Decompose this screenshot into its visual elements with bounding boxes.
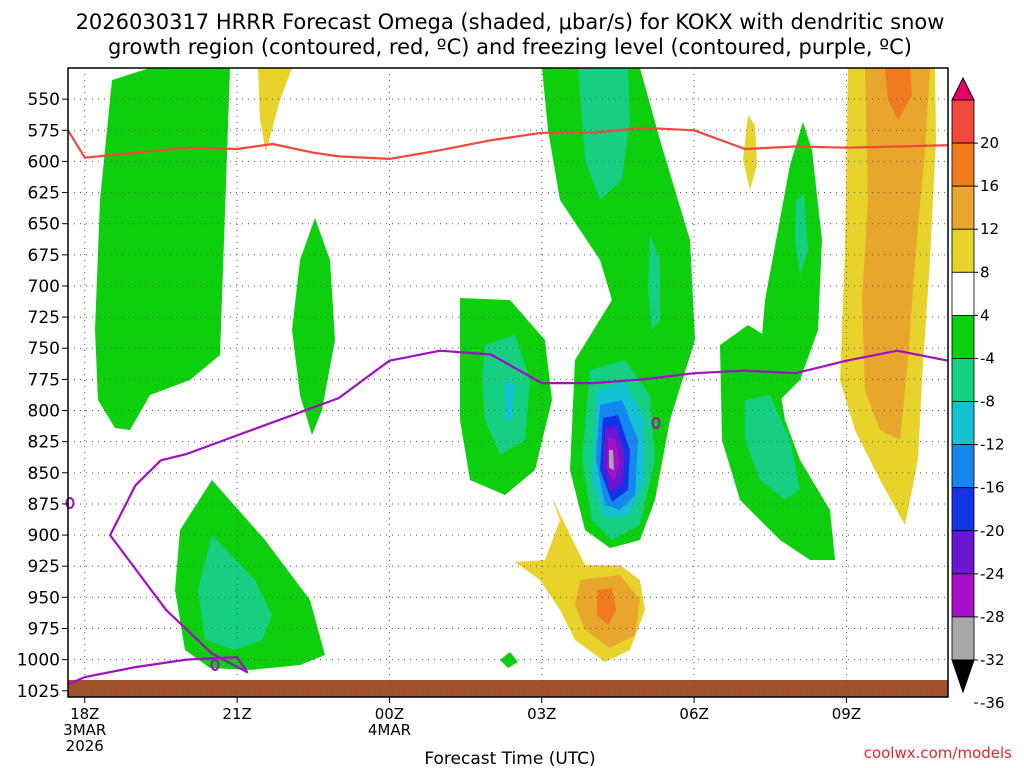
y-tick-label: 950 [28, 588, 60, 608]
y-tick-label: 750 [28, 339, 60, 359]
omega-region [862, 68, 930, 440]
ground-band [68, 680, 948, 697]
x-tick-label: 06Z [679, 705, 708, 723]
colorbar-label: -28 [980, 608, 1005, 626]
y-tick-label: 550 [28, 90, 60, 110]
colorbar-label: -8 [980, 393, 995, 411]
omega-region [95, 68, 230, 430]
colorbar-segment [951, 444, 975, 489]
x-tick-label: 21Z [222, 705, 251, 723]
colorbar-segment [951, 314, 975, 359]
colorbar-segment [951, 573, 975, 618]
colorbar-segment [951, 99, 975, 144]
y-tick-label: 575 [28, 121, 60, 141]
colorbar-label: -20 [980, 522, 1005, 540]
colorbar-segment [951, 530, 975, 575]
colorbar-segment [951, 487, 975, 532]
colorbar-label: -12 [980, 436, 1005, 454]
colorbar-label: 8 [980, 263, 990, 281]
x-tick-label: 18Z [70, 705, 99, 723]
y-tick-label: 725 [28, 308, 60, 328]
y-tick-label: 925 [28, 557, 60, 577]
colorbar-label: -36 [980, 694, 1005, 712]
x-tick-label: 03Z [527, 705, 556, 723]
contour-lines [65, 126, 949, 686]
omega-region [198, 535, 272, 650]
colorbar-label: -4 [980, 349, 995, 367]
omega-region [648, 235, 660, 330]
colorbar-segment [951, 401, 975, 446]
colorbar-label: -24 [980, 565, 1005, 583]
omega-region [607, 438, 620, 480]
omega-region [505, 380, 515, 420]
y-tick-label: 625 [28, 184, 60, 204]
colorbar-segment [951, 142, 975, 187]
omega-region [597, 588, 616, 625]
freezing-level-contour-marker [651, 417, 661, 429]
colorbar-label: 12 [980, 220, 999, 238]
freezing-level-contour-line [67, 349, 949, 686]
omega-region [743, 115, 757, 190]
omega-region [258, 68, 292, 152]
y-tick-label: 850 [28, 464, 60, 484]
omega-region [578, 68, 630, 200]
y-tick-label: 1025 [17, 682, 60, 702]
plot-frame [67, 67, 949, 698]
x-axis-label: Forecast Time (UTC) [424, 749, 595, 768]
colorbar-label: -16 [980, 479, 1005, 497]
colorbar-segment [951, 228, 975, 273]
omega-region [885, 68, 912, 120]
credit-text: coolwx.com/models [864, 744, 1012, 762]
colorbar-bottom-arrow [951, 659, 975, 694]
y-tick-label: 975 [28, 619, 60, 639]
freezing-level-contour-marker [210, 659, 220, 671]
y-tick-label: 700 [28, 277, 60, 297]
y-tick-label: 900 [28, 526, 60, 546]
y-tick-label: 600 [28, 152, 60, 172]
colorbar-segment [951, 185, 975, 230]
x-tick-label: 09Z [832, 705, 861, 723]
x-tick-label: 00Z [375, 705, 404, 723]
omega-region [500, 652, 518, 668]
y-tick-label: 800 [28, 402, 60, 422]
colorbar-label: 4 [980, 306, 990, 324]
colorbar-label: 16 [980, 177, 999, 195]
y-tick-label: 1000 [17, 651, 60, 671]
chart-title-line-2: growth region (contoured, red, ºC) and f… [108, 35, 912, 59]
freezing-level-contour-marker [65, 497, 75, 509]
x-tick-year: 2026 [66, 737, 104, 755]
y-tick-label: 675 [28, 246, 60, 266]
colorbar-segment [951, 358, 975, 402]
plot-area [65, 67, 949, 698]
omega-region [745, 395, 800, 500]
colorbar: 20 16 12 8 4 -4 -8 -12 -16 -20 -24 -28 -32 -36 [951, 76, 1005, 712]
colorbar-top-arrow [951, 76, 975, 101]
colorbar-segment [951, 616, 975, 661]
y-tick-label: 650 [28, 215, 60, 235]
colorbar-label: 20 [980, 134, 999, 152]
omega-region [760, 122, 822, 400]
x-tick-date: 4MAR [368, 721, 411, 739]
dgz-contour-line [67, 126, 949, 160]
omega-region [795, 195, 808, 275]
y-tick-label: 775 [28, 370, 60, 390]
omega-region [292, 218, 335, 435]
x-tick-date: 3MAR [63, 721, 106, 739]
y-axis: 550 575 600 625 650 675 700 725 750 775 800 825 850 8… [17, 90, 68, 702]
y-tick-label: 825 [28, 433, 60, 453]
y-tick-label: 875 [28, 495, 60, 515]
omega-shading [68, 68, 948, 697]
chart-title-line-1: 2026030317 HRRR Forecast Omega (shaded, … [76, 10, 945, 34]
colorbar-segment [951, 271, 975, 316]
omega-region [609, 450, 614, 470]
colorbar-label: -32 [980, 651, 1005, 669]
